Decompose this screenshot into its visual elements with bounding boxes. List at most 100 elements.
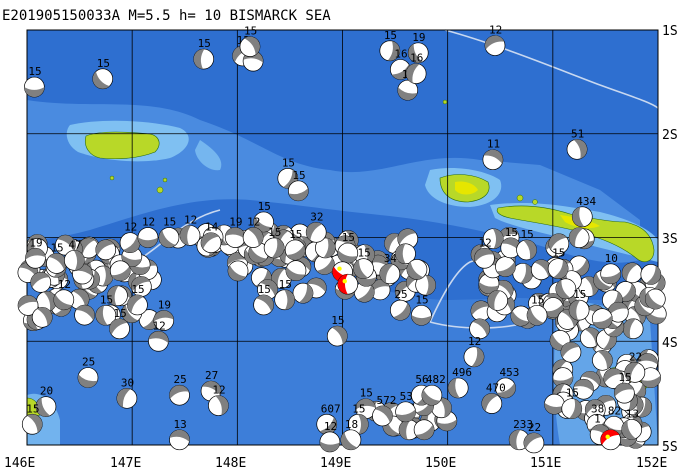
focal-mechanisms-layer: 1515151214151516171916121151151515434321… <box>17 24 667 454</box>
depth-label-11: 12 <box>489 24 502 37</box>
depth-label-7: 16 <box>394 47 407 60</box>
depth-label-38: 10 <box>605 252 618 265</box>
focal-mechanism-cluster-54 <box>31 306 53 328</box>
x-tick-146E: 146E <box>4 456 35 471</box>
depth-label-43: 15 <box>258 283 271 296</box>
focal-mechanism-cluster-35 <box>36 291 57 312</box>
focal-mechanism-25 <box>179 225 201 246</box>
depth-label-17: 434 <box>576 195 596 208</box>
depth-label-21: 47 <box>68 238 81 251</box>
focal-mechanism-13 <box>566 138 588 160</box>
depth-label-23: 12 <box>142 216 155 229</box>
map-title: E201905150033A M=5.5 h= 10 BISMARCK SEA <box>2 8 331 24</box>
focal-mechanism-cluster-165 <box>487 290 509 311</box>
depth-label-33: 34 <box>384 252 398 265</box>
depth-label-63: 496 <box>452 366 472 379</box>
depth-label-52: 12 <box>468 335 481 348</box>
depth-label-6: 15 <box>384 29 397 42</box>
depth-label-67: 15 <box>352 402 365 415</box>
event-pole-0 <box>337 266 342 271</box>
depth-label-28: 12 <box>247 216 260 229</box>
depth-label-75: 15 <box>566 387 579 400</box>
focal-mechanism-cluster-109 <box>227 260 249 282</box>
focal-mechanism-53 <box>495 377 516 399</box>
focal-mechanism-72 <box>523 432 545 454</box>
focal-mechanism-50 <box>148 330 169 352</box>
depth-label-44: 15 <box>279 278 292 291</box>
focal-mechanism-2 <box>193 48 215 70</box>
y-tick-3S: 3S <box>662 232 678 247</box>
focal-mechanism-56 <box>116 387 138 409</box>
depth-label-15: 15 <box>292 169 305 182</box>
focal-mechanism-6 <box>379 40 401 62</box>
depth-label-35: 15 <box>505 226 518 239</box>
focal-mechanism-18 <box>305 221 327 243</box>
depth-label-18: 32 <box>310 210 323 223</box>
depth-label-59: 12 <box>212 384 225 397</box>
depth-label-9: 19 <box>412 31 425 44</box>
focal-mechanism-cluster-152 <box>482 228 504 250</box>
focal-mechanism-cluster-47 <box>109 260 131 282</box>
focal-mechanism-cluster-235 <box>640 264 662 285</box>
focal-mechanism-21 <box>63 249 85 271</box>
depth-label-13: 51 <box>571 127 584 140</box>
event-mechanism-1 <box>337 273 359 295</box>
depth-label-76: 38 <box>591 402 604 415</box>
focal-mechanism-1 <box>92 68 114 90</box>
focal-mechanism-5 <box>239 36 261 57</box>
focal-mechanism-cluster-102 <box>292 282 314 304</box>
focal-mechanism-cluster-51 <box>55 234 76 256</box>
depth-label-10: 16 <box>410 52 423 65</box>
focal-mechanism-38 <box>600 263 622 285</box>
focal-mechanism-cluster-229 <box>573 378 594 400</box>
depth-label-26: 14 <box>205 221 219 234</box>
focal-mechanism-30 <box>284 239 306 261</box>
depth-label-81: 1 <box>594 413 601 426</box>
depth-label-56: 30 <box>121 376 134 389</box>
focal-mechanism-cluster-209 <box>542 297 564 318</box>
focal-mechanism-cluster-117 <box>406 259 428 280</box>
focal-mechanism-cluster-44 <box>95 239 117 261</box>
focal-mechanism-49 <box>109 318 130 340</box>
focal-mechanism-44 <box>274 289 296 311</box>
focal-mechanism-cluster-32 <box>74 304 95 326</box>
y-tick-2S: 2S <box>662 128 678 143</box>
focal-mechanism-37 <box>547 258 569 279</box>
depth-label-48: 15 <box>573 288 586 301</box>
focal-mechanism-24 <box>158 227 180 248</box>
focal-mechanism-cluster-221 <box>621 262 643 284</box>
depth-label-73: 13 <box>173 418 186 431</box>
focal-mechanism-41 <box>127 294 148 316</box>
focal-mechanism-cluster-100 <box>395 243 416 265</box>
focal-mechanism-48 <box>568 299 590 321</box>
depth-label-65: 15 <box>360 387 373 400</box>
depth-label-41: 15 <box>131 283 144 296</box>
focal-mechanism-15 <box>287 180 309 202</box>
focal-mechanism-75 <box>561 398 583 420</box>
focal-mechanism-28 <box>242 227 264 248</box>
focal-mechanism-40 <box>95 304 117 326</box>
focal-mechanism-29 <box>263 237 285 259</box>
focal-mechanism-22 <box>119 232 141 254</box>
depth-label-0: 15 <box>28 65 41 78</box>
focal-mechanism-cluster-115 <box>285 260 307 281</box>
focal-mechanism-cluster-200 <box>592 349 613 371</box>
focal-mechanism-46 <box>411 304 432 326</box>
x-tick-152E: 152E <box>636 456 667 471</box>
x-tick-150E: 150E <box>425 456 456 471</box>
depth-label-78: 13 <box>626 407 639 420</box>
depth-label-49: 15 <box>114 307 127 320</box>
depth-label-30: 15 <box>289 228 302 241</box>
depth-label-50: 12 <box>152 319 165 332</box>
focal-mechanism-36 <box>516 239 537 261</box>
focal-mechanism-59 <box>208 395 229 416</box>
depth-label-69: 12 <box>324 420 337 433</box>
focal-mechanism-8 <box>397 79 419 101</box>
depth-label-19: 19 <box>29 236 42 249</box>
depth-label-60: 56 <box>415 373 428 386</box>
depth-label-68: 607 <box>321 402 341 415</box>
focal-mechanism-64 <box>481 393 503 414</box>
focal-mechanism-26 <box>200 232 222 254</box>
focal-mechanism-cluster-145 <box>530 259 552 281</box>
